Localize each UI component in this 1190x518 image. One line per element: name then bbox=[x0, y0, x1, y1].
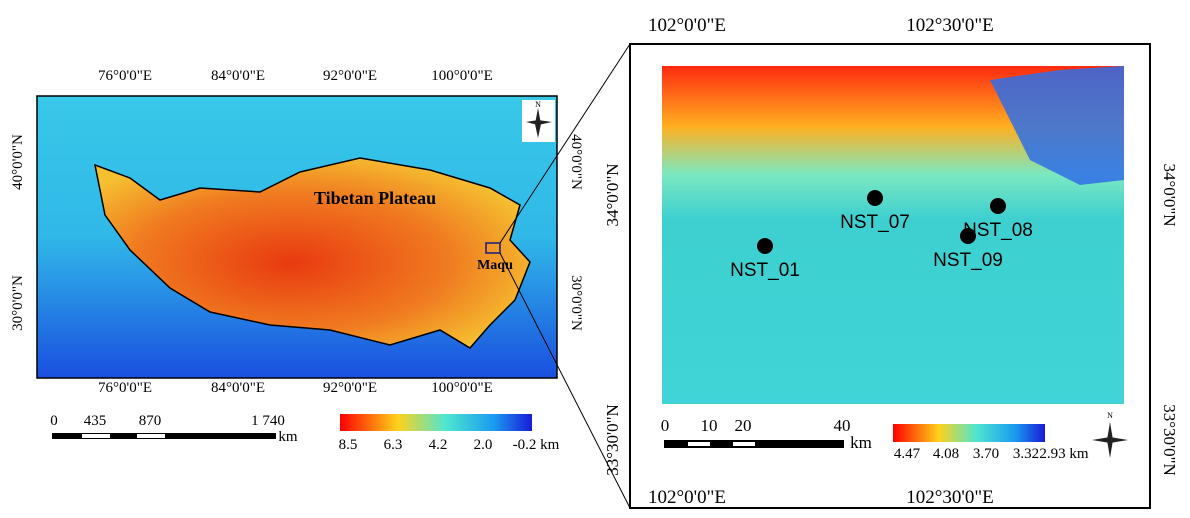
station-label: NST_09 bbox=[933, 250, 1003, 271]
north-label: N bbox=[535, 100, 541, 109]
lat-label: 33°30'0"N bbox=[1160, 404, 1179, 476]
region-label: Tibetan Plateau bbox=[314, 188, 436, 208]
north-arrow bbox=[1092, 422, 1128, 458]
lon-label: 76°0'0"E bbox=[98, 380, 152, 396]
scale-unit: km bbox=[850, 433, 872, 452]
scale-label: 870 bbox=[139, 413, 162, 429]
station-label: NST_08 bbox=[963, 220, 1033, 241]
scale-label: 40 bbox=[834, 416, 851, 435]
lat-label: 40°0'0"N bbox=[568, 134, 584, 190]
lon-label: 84°0'0"E bbox=[211, 68, 265, 84]
station-label: NST_01 bbox=[730, 260, 800, 281]
lat-label: 30°0'0"N bbox=[568, 275, 584, 331]
colorbar bbox=[893, 424, 1045, 442]
north-arrow bbox=[526, 108, 552, 138]
legend-label: 2.93 km bbox=[1039, 446, 1089, 462]
legend-label: 6.3 bbox=[384, 437, 403, 453]
station-label: NST_07 bbox=[840, 212, 910, 233]
lon-label: 92°0'0"E bbox=[323, 68, 377, 84]
scale-label: 20 bbox=[735, 416, 752, 435]
scale-unit: km bbox=[278, 429, 298, 445]
low-region bbox=[990, 66, 1124, 185]
scale-bar-seg bbox=[688, 442, 710, 446]
lon-label: 102°30'0"E bbox=[906, 487, 993, 508]
legend-label: 8.5 bbox=[339, 437, 358, 453]
legend-label: -0.2 km bbox=[513, 437, 560, 453]
scale-bar-seg bbox=[733, 442, 755, 446]
legend-label: 4.47 bbox=[894, 446, 921, 462]
lon-label: 92°0'0"E bbox=[323, 380, 377, 396]
colorbar bbox=[340, 414, 532, 431]
scale-label: 0 bbox=[50, 413, 58, 429]
legend-label: 3.70 bbox=[973, 446, 999, 462]
lon-label: 102°0'0"E bbox=[648, 15, 726, 36]
station-marker bbox=[757, 238, 773, 254]
station-marker bbox=[990, 198, 1006, 214]
maqu-box bbox=[485, 242, 501, 254]
scale-label: 0 bbox=[661, 416, 670, 435]
legend-label: 3.32 bbox=[1013, 446, 1039, 462]
left-map: N Tibetan Plateau Maqu 76°0'0"E 76°0'0"E 8… bbox=[10, 68, 584, 453]
legend-label: 4.2 bbox=[429, 437, 448, 453]
plateau-boundary bbox=[94, 157, 531, 349]
scale-label: 435 bbox=[84, 413, 107, 429]
lat-label: 40°0'0"N bbox=[10, 134, 26, 190]
right-map: NST_07 NST_08 NST_09 NST_01 0 10 20 40 km 4… bbox=[603, 15, 1179, 509]
lat-label: 30°0'0"N bbox=[10, 275, 26, 331]
connector bbox=[499, 43, 631, 244]
scale-label: 10 bbox=[701, 416, 718, 435]
site-label: Maqu bbox=[477, 258, 513, 273]
lat-label: 34°0'0"N bbox=[1160, 163, 1179, 226]
connector bbox=[499, 252, 631, 509]
north-label: N bbox=[1107, 411, 1113, 420]
station-marker bbox=[960, 228, 976, 244]
scale-bar-seg bbox=[137, 434, 165, 438]
scale-label: 1 740 bbox=[251, 413, 285, 429]
legend-label: 4.08 bbox=[933, 446, 959, 462]
lon-label: 100°0'0"E bbox=[431, 380, 493, 396]
lon-label: 100°0'0"E bbox=[431, 68, 493, 84]
legend-label: 2.0 bbox=[474, 437, 493, 453]
lon-label: 102°0'0"E bbox=[648, 487, 726, 508]
lat-label: 34°0'0"N bbox=[603, 163, 622, 226]
lon-label: 102°30'0"E bbox=[906, 15, 993, 36]
lon-label: 76°0'0"E bbox=[98, 68, 152, 84]
scale-bar-seg bbox=[82, 434, 110, 438]
lat-label: 33°30'0"N bbox=[603, 404, 622, 476]
lon-label: 84°0'0"E bbox=[211, 380, 265, 396]
station-marker bbox=[867, 190, 883, 206]
